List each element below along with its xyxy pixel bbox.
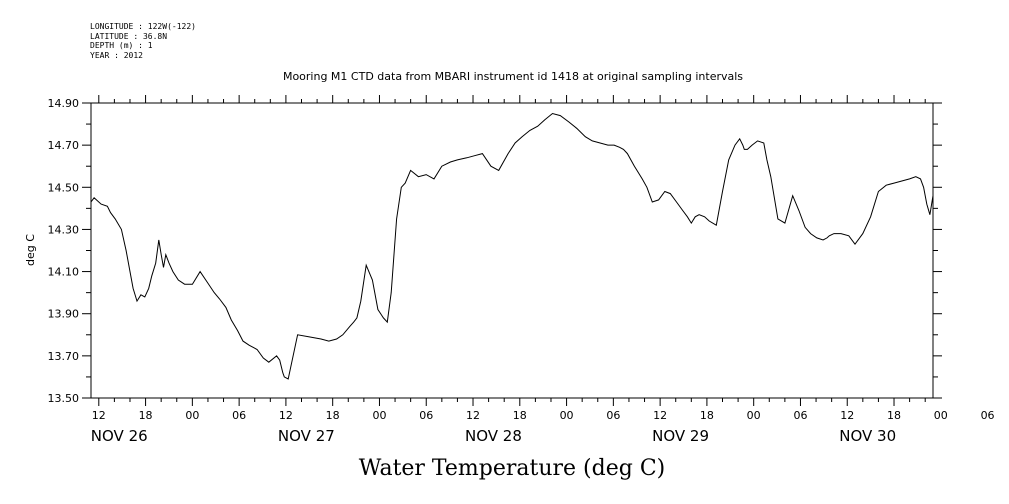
y-tick-label: 13.70	[48, 350, 80, 363]
x-hour-label: 00	[560, 409, 574, 422]
y-tick-label: 14.50	[48, 181, 80, 194]
x-day-label: NOV 30	[839, 427, 896, 445]
x-hour-label: 06	[793, 409, 807, 422]
x-hour-label: 12	[653, 409, 667, 422]
x-day-label: NOV 29	[652, 427, 709, 445]
x-hour-label: 00	[747, 409, 761, 422]
x-hour-label: 12	[279, 409, 293, 422]
x-hour-label: 00	[934, 409, 948, 422]
y-axis-label: deg C	[24, 234, 37, 266]
x-day-label: NOV 26	[91, 427, 148, 445]
x-hour-label: 12	[466, 409, 480, 422]
x-day-label: NOV 28	[465, 427, 522, 445]
x-hour-label: 06	[981, 409, 995, 422]
y-tick-label: 14.70	[48, 139, 80, 152]
x-hour-label: 06	[606, 409, 620, 422]
longitude-label: LONGITUDE : 122W(-122)	[90, 22, 196, 31]
depth-label: DEPTH (m) : 1	[90, 41, 153, 50]
metadata-block: LONGITUDE : 122W(-122) LATITUDE : 36.8N …	[90, 22, 196, 60]
x-hour-label: 00	[185, 409, 199, 422]
x-hour-label: 06	[419, 409, 433, 422]
y-tick-labels: 13.50 13.70 13.90 14.10 14.30 14.50 14.70 14.90	[48, 97, 80, 405]
x-hour-label: 00	[372, 409, 386, 422]
x-hour-label: 12	[840, 409, 854, 422]
temperature-series-line	[90, 112, 934, 380]
x-hour-label: 18	[326, 409, 340, 422]
chart-title: Mooring M1 CTD data from MBARI instrumen…	[283, 70, 743, 83]
axis-ticks	[82, 95, 942, 406]
x-hour-label: 18	[139, 409, 153, 422]
y-tick-label: 13.50	[48, 392, 80, 405]
x-hour-label: 18	[513, 409, 527, 422]
year-label: YEAR : 2012	[90, 50, 143, 60]
x-tick-labels: 12 18 00 06 12 18 00 06 12 18 00 06 12 18 00 06 12 18 00 06…	[92, 409, 995, 422]
x-hour-label: 18	[887, 409, 901, 422]
y-tick-label: 13.90	[48, 308, 80, 321]
y-tick-label: 14.10	[48, 266, 80, 279]
y-tick-label: 14.30	[48, 223, 80, 236]
x-hour-label: 12	[92, 409, 106, 422]
x-hour-label: 18	[700, 409, 714, 422]
latitude-label: LATITUDE : 36.8N	[90, 31, 168, 41]
y-tick-label: 14.90	[48, 97, 80, 110]
x-axis-label: Water Temperature (deg C)	[359, 456, 666, 481]
x-hour-label: 06	[232, 409, 246, 422]
x-day-label: NOV 27	[278, 427, 335, 445]
